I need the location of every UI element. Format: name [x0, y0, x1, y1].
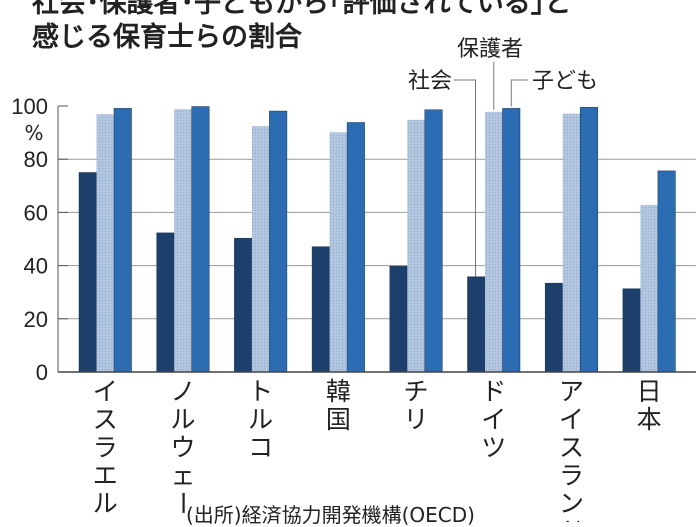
x-tick-label: ト: [248, 377, 273, 406]
bar-parents: [407, 119, 425, 372]
bar-parents: [640, 204, 658, 372]
bar-parents: [96, 114, 114, 372]
x-tick-label: ツ: [481, 433, 506, 462]
x-tick-label: ン: [559, 489, 584, 518]
chart-title-line2: 感じる保育士らの割合: [32, 22, 302, 53]
x-tick-label: ラ: [559, 461, 584, 490]
bar-society: [156, 232, 175, 373]
x-tick-label: ー: [168, 490, 197, 515]
x-tick-label: ス: [93, 405, 118, 434]
legend-label-society: 社会: [408, 69, 452, 94]
bar-children: [424, 109, 443, 373]
bar-society: [622, 288, 641, 373]
x-tick-label: イ: [559, 405, 584, 434]
x-tick-label: 本: [637, 405, 662, 434]
source-note: (出所)経済協力開発機構(OECD): [186, 503, 475, 527]
legend-leader-society: [454, 79, 476, 277]
x-tick-label: ル: [248, 405, 273, 434]
x-tick-label: チ: [404, 377, 429, 406]
y-tick-label: 80: [24, 147, 48, 172]
x-tick-label: ノ: [170, 377, 195, 406]
y-axis-unit: %: [24, 121, 43, 145]
bar-society: [234, 237, 253, 373]
y-tick-label: 100: [11, 94, 48, 119]
chart-title-line1: 社会･保護者･子どもから｢評価されている｣と: [32, 0, 572, 19]
y-tick-label: 0: [36, 360, 48, 385]
y-tick-label: 40: [24, 254, 48, 279]
legend-leader-children: [510, 79, 528, 107]
x-tick-label: ド: [481, 377, 506, 406]
x-tick-label: 韓: [326, 377, 351, 406]
bar-parents: [562, 113, 581, 373]
legend-label-parents: 保護者: [457, 37, 523, 62]
x-tick-label: ス: [559, 433, 584, 462]
x-tick-label: ル: [170, 405, 195, 434]
x-tick-label: 国: [326, 405, 351, 434]
x-tick-label: コ: [248, 433, 273, 462]
bar-children: [657, 170, 676, 373]
y-tick-label: 20: [24, 307, 48, 332]
bar-parents: [485, 111, 503, 373]
bar-children: [269, 110, 288, 373]
bar-parents: [329, 132, 348, 372]
bar-children: [502, 108, 521, 373]
bar-society: [467, 276, 486, 373]
x-tick-label: ド: [559, 517, 584, 522]
x-tick-label: ウ: [170, 433, 195, 462]
bar-children: [579, 107, 598, 373]
x-tick-label: ル: [93, 489, 118, 518]
x-tick-label: イ: [481, 405, 506, 434]
bar-children: [113, 108, 132, 373]
bar-society: [544, 282, 563, 373]
x-tick-label: 日: [637, 377, 662, 406]
bar-parents: [251, 126, 270, 372]
x-tick-label: イ: [93, 377, 118, 406]
x-tick-label: ェ: [170, 461, 195, 490]
x-tick-label: ア: [559, 377, 584, 406]
legend-label-children: 子ども: [532, 69, 598, 94]
bar-society: [78, 172, 97, 373]
x-tick-label: リ: [404, 405, 429, 434]
x-tick-label: ラ: [93, 433, 118, 462]
bar-parents: [174, 109, 192, 372]
bar-children: [191, 106, 210, 373]
bar-society: [389, 265, 408, 373]
y-tick-label: 60: [24, 200, 48, 225]
x-tick-label: エ: [93, 461, 118, 490]
bar-society: [311, 246, 330, 373]
bar-children: [346, 122, 365, 373]
